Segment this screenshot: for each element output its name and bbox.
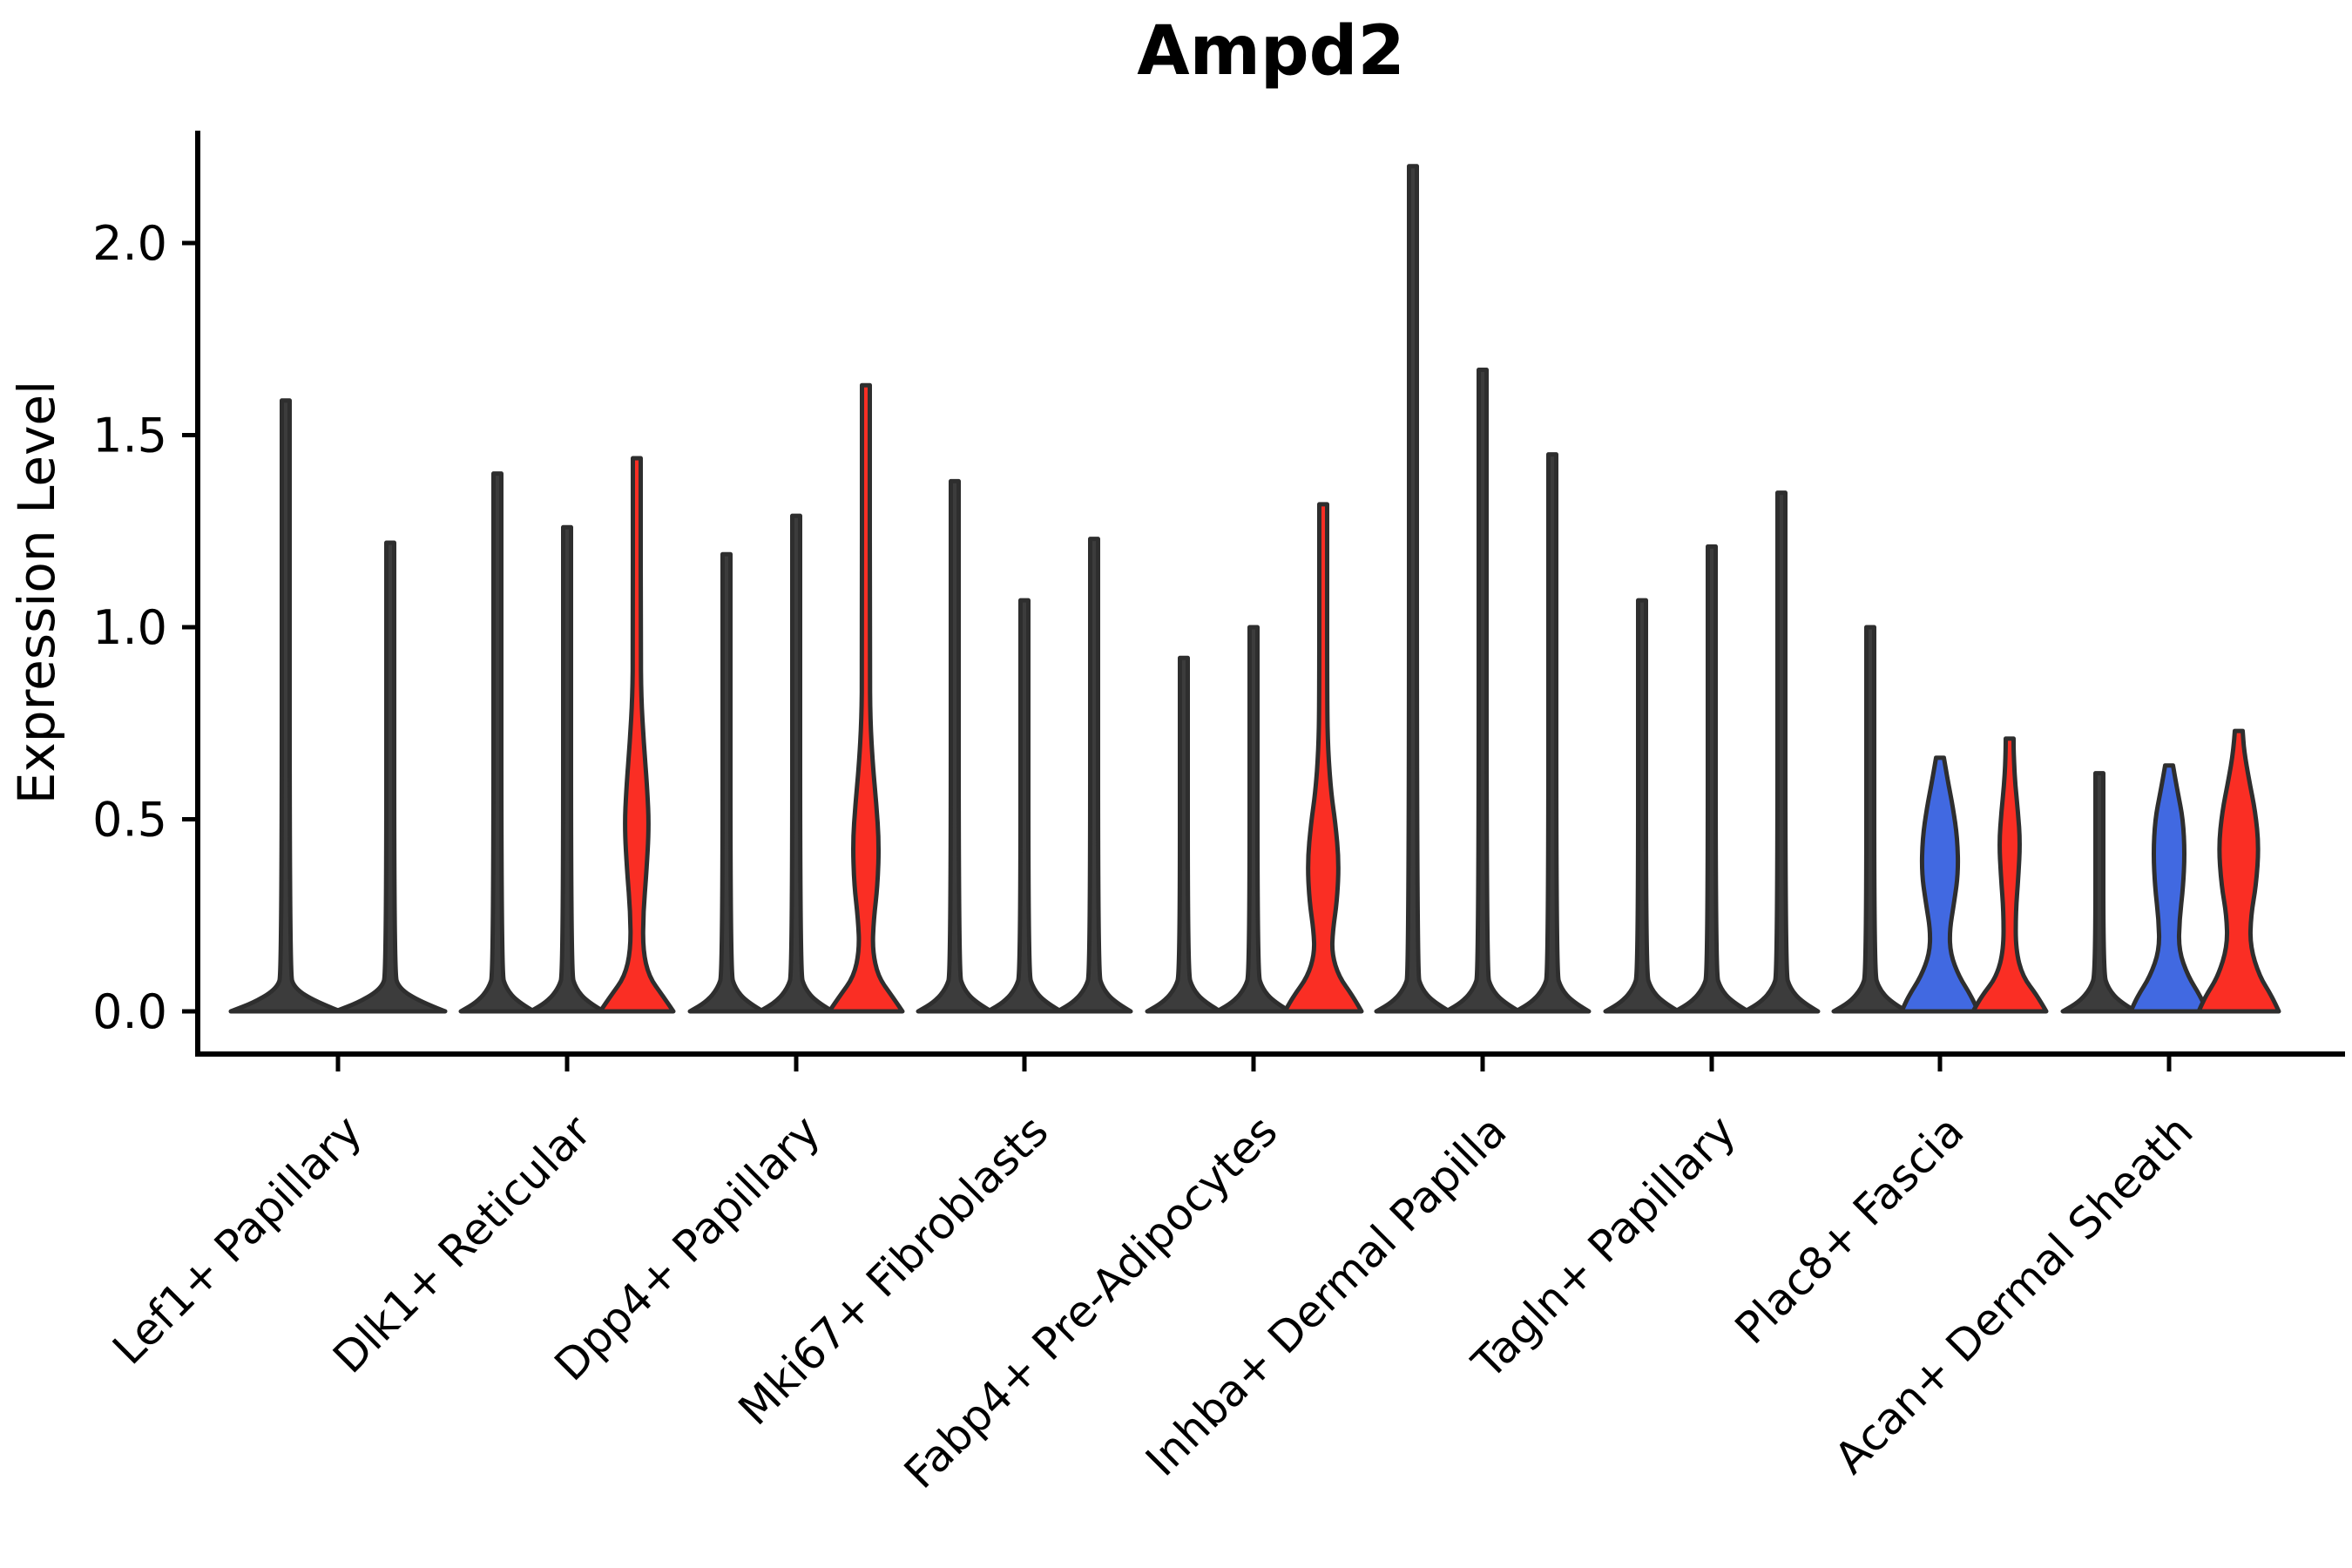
violin-blue xyxy=(2128,763,2210,1014)
y-axis-label: Expression Level xyxy=(7,381,66,804)
violin-dark xyxy=(1742,490,1821,1014)
y-tick-label: 0.5 xyxy=(92,793,167,848)
violin-dark xyxy=(985,598,1064,1014)
violin-dark xyxy=(1214,625,1293,1014)
violin-dark xyxy=(1603,598,1681,1014)
y-tick-label: 1.0 xyxy=(92,600,167,655)
violin-dark xyxy=(333,540,448,1014)
violin-red xyxy=(1282,502,1364,1014)
y-tick-label: 0.0 xyxy=(92,984,167,1039)
y-tick-label: 1.5 xyxy=(92,409,167,463)
violin-dark xyxy=(458,471,537,1014)
violin-dark xyxy=(2060,771,2139,1014)
violin-dark xyxy=(1443,368,1522,1014)
violin-red xyxy=(2196,728,2281,1014)
violin-dark xyxy=(1513,452,1592,1014)
violin-layer xyxy=(228,164,2281,1014)
chart-title: Ampd2 xyxy=(1137,12,1405,91)
violin-dark xyxy=(1374,164,1452,1014)
violin-dark xyxy=(228,398,343,1014)
violin-dark xyxy=(916,478,994,1014)
violin-red xyxy=(598,456,676,1014)
violin-dark xyxy=(1673,544,1751,1014)
violin-dark xyxy=(1145,655,1223,1014)
violin-red xyxy=(1970,736,2049,1014)
violin-dark xyxy=(528,524,606,1014)
y-tick-label: 2.0 xyxy=(92,216,167,271)
violin-red xyxy=(827,382,905,1014)
violin-blue xyxy=(1899,755,1981,1014)
violin-dark xyxy=(1831,625,1909,1014)
violin-dark xyxy=(757,513,835,1014)
axes-layer: 0.0 0.5 1.0 1.5 2.0 xyxy=(92,131,2345,1071)
violin-dark xyxy=(687,551,766,1014)
violin-dark xyxy=(1055,537,1133,1014)
